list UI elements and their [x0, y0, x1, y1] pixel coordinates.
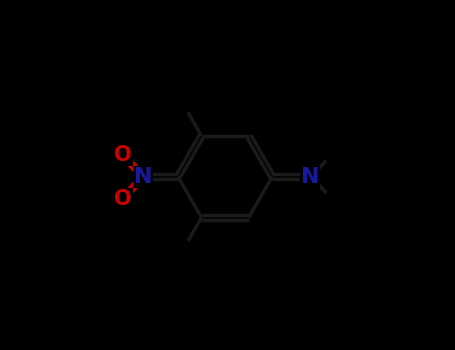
Text: O: O [114, 189, 131, 209]
Text: N: N [301, 167, 319, 187]
Text: O: O [114, 145, 131, 164]
Text: N: N [134, 167, 152, 187]
